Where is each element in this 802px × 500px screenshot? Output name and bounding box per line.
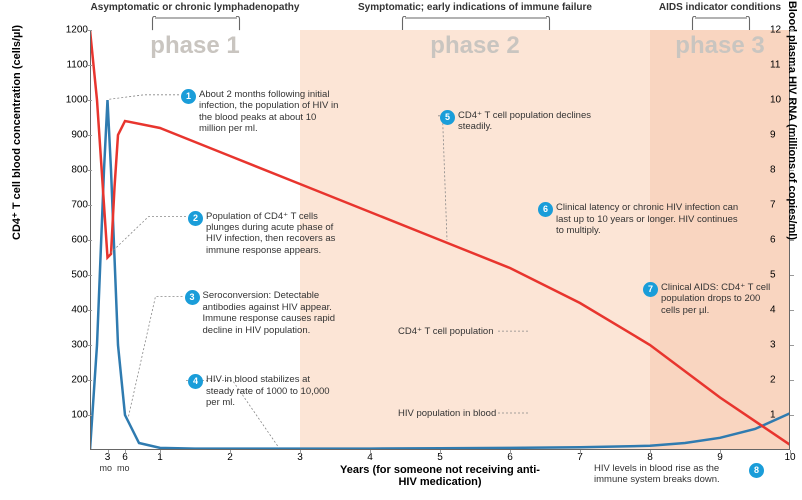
series-label: HIV population in blood	[398, 408, 496, 419]
annotation-1: 1About 2 months following initial infect…	[181, 89, 341, 135]
y-left-label: CD4⁺ T cell blood concentration (cells/µ…	[10, 25, 23, 240]
annotation-badge: 3	[185, 290, 200, 305]
phase-header: AIDS indicator conditions	[650, 2, 790, 13]
phase-header: Asymptomatic or chronic lymphadenopathy	[90, 2, 300, 13]
annotation-2: 2Population of CD4⁺ T cells plunges duri…	[188, 211, 348, 257]
annotation-badge: 1	[181, 89, 196, 104]
annotation-text: Clinical AIDS: CD4⁺ T cell population dr…	[661, 282, 773, 316]
annotation-badge: 6	[538, 202, 553, 217]
chart-area: HIV population in blood CD4⁺ T cell popul…	[90, 30, 790, 450]
phase-headers: Asymptomatic or chronic lymphadenopathyS…	[90, 2, 790, 13]
phase-header: Symptomatic; early indications of immune…	[300, 2, 650, 13]
x-axis-label: Years (for someone not receiving anti-HI…	[340, 464, 540, 488]
annotation-text: CD4⁺ T cell population declines steadily…	[458, 110, 610, 133]
annotation-text: About 2 months following initial infecti…	[199, 89, 341, 135]
annotation-text: Clinical latency or chronic HIV infectio…	[556, 202, 748, 236]
y-right-ticks: 123456789101112	[770, 30, 790, 450]
annotation-badge: 7	[643, 282, 658, 297]
annotation-3: 3Seroconversion: Detectable antibodies a…	[185, 290, 345, 336]
annotation-5: 5CD4⁺ T cell population declines steadil…	[440, 110, 610, 133]
annotation-4: 4HIV in blood stabilizes at steady rate …	[188, 374, 338, 408]
annotation-text: HIV in blood stabilizes at steady rate o…	[206, 374, 338, 408]
annotation-badge: 4	[188, 374, 203, 389]
annotation-text: Population of CD4⁺ T cells plunges durin…	[206, 211, 348, 257]
y-left-ticks: 100200300400500600700800900100011001200	[58, 30, 88, 450]
annotation-7: 7Clinical AIDS: CD4⁺ T cell population d…	[643, 282, 773, 316]
annotation-badge: 2	[188, 211, 203, 226]
series-label: CD4⁺ T cell population	[398, 326, 494, 337]
phase-braces: ⎧⎺⎺⎺⎺⎺⎺⎺⎺⎫⎧⎺⎺⎺⎺⎺⎺⎺⎺⎺⎺⎺⎺⎺⎺⎫⎧⎺⎺⎺⎺⎺⎫	[90, 16, 790, 31]
annotation-badge: 5	[440, 110, 455, 125]
annotation-text: Seroconversion: Detectable antibodies ag…	[203, 290, 345, 336]
annotation-6: 6Clinical latency or chronic HIV infecti…	[538, 202, 748, 236]
